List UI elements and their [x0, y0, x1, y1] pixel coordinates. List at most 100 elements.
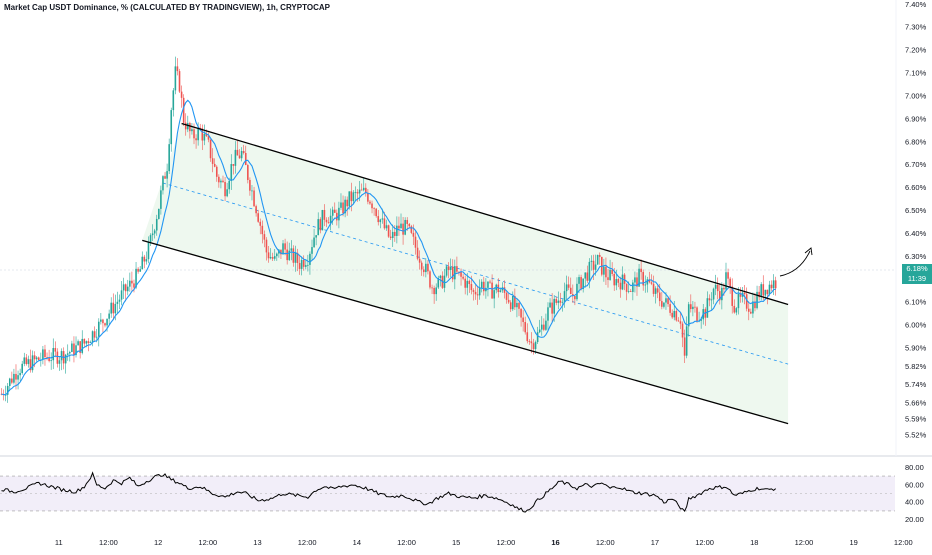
candle-body — [648, 279, 651, 283]
candle-body — [255, 206, 257, 214]
candle-body — [327, 222, 330, 224]
candle-body — [764, 289, 767, 296]
candle-body — [362, 187, 365, 191]
rsi-axis[interactable]: 80.00 60.00 40.00 20.00 — [905, 463, 924, 524]
price-tick-label: 5.74% — [905, 380, 927, 389]
time-axis[interactable]: 11 12:00 12 12:00 13 12:00 14 12:00 15 12:00 16 12:… — [55, 538, 913, 547]
candle-body — [135, 268, 137, 288]
time-tick-label: 12:00 — [397, 538, 416, 547]
candle-body — [46, 357, 48, 358]
candle-body — [180, 91, 183, 98]
candle-body — [234, 149, 237, 166]
candle-body — [207, 136, 210, 140]
candle-body — [714, 284, 717, 289]
candle-body — [58, 360, 61, 364]
candle-body — [23, 357, 26, 364]
candle-body — [522, 317, 524, 323]
time-tick-label: 11 — [55, 538, 63, 547]
price-tick-label: 6.10% — [905, 298, 927, 307]
candle-body — [615, 279, 618, 286]
candle-body — [456, 266, 458, 272]
price-tick-label: 5.82% — [905, 362, 927, 371]
candle-body — [731, 286, 734, 306]
candle-body — [694, 306, 696, 308]
candle-body — [489, 281, 491, 283]
candle-body — [271, 257, 274, 259]
candle-body — [164, 176, 166, 179]
candle-body — [222, 180, 224, 182]
candle-body — [627, 291, 630, 292]
candle-body — [516, 302, 518, 308]
candle-body — [110, 302, 113, 314]
candle-body — [464, 278, 466, 288]
candle-body — [201, 128, 204, 141]
candle-body — [251, 190, 253, 192]
candle-body — [528, 341, 531, 342]
candle-body — [609, 269, 611, 280]
price-tick-label: 6.70% — [905, 160, 927, 169]
candle-body — [472, 290, 475, 292]
candle-body — [747, 308, 750, 312]
candle-body — [317, 219, 320, 236]
candle-body — [104, 323, 106, 326]
candle-body — [153, 230, 156, 234]
candle-body — [249, 179, 251, 191]
candle-body — [85, 341, 88, 344]
candle-body — [634, 277, 636, 283]
candle-body — [774, 280, 777, 289]
candle-body — [772, 280, 775, 289]
candle-body — [572, 294, 574, 297]
candle-body — [184, 122, 187, 130]
price-tick-label: 5.59% — [905, 415, 927, 424]
candle-body — [120, 290, 123, 300]
candle-body — [549, 302, 551, 308]
last-price-value: 6.18% — [906, 264, 928, 273]
candle-body — [629, 291, 632, 292]
candle-body — [178, 71, 181, 92]
candle-body — [487, 281, 489, 288]
candle-body — [766, 289, 769, 295]
candle-body — [309, 253, 311, 265]
candle-body — [727, 272, 729, 279]
candle-body — [13, 373, 15, 383]
candle-body — [752, 301, 754, 314]
candle-body — [745, 294, 748, 309]
time-tick-label: 12:00 — [496, 538, 515, 547]
candle-body — [429, 271, 431, 288]
time-tick-label: 12:00 — [795, 538, 814, 547]
candle-body — [737, 293, 740, 309]
candle-body — [673, 310, 676, 318]
price-axis[interactable]: 7.40% 7.30% 7.20% 7.10% 7.00% 6.90% 6.80% 6.70%… — [905, 0, 927, 440]
candle-body — [511, 296, 514, 310]
candle-body — [462, 276, 464, 279]
candle-body — [762, 284, 765, 296]
candle-body — [333, 209, 336, 213]
candle-body — [632, 282, 634, 292]
candle-body — [199, 127, 202, 129]
candle-body — [596, 254, 599, 265]
candle-body — [509, 302, 512, 310]
candle-body — [11, 378, 13, 383]
candle-body — [162, 176, 164, 191]
candle-body — [530, 341, 533, 344]
candle-body — [712, 288, 715, 300]
candle-body — [365, 187, 367, 193]
candle-body — [54, 348, 57, 352]
candle-body — [391, 231, 394, 238]
candle-body — [29, 359, 32, 371]
candle-body — [369, 201, 371, 204]
candle-body — [211, 158, 214, 164]
candle-body — [174, 66, 177, 91]
time-tick-label: 17 — [651, 538, 659, 547]
candle-body — [236, 149, 239, 156]
candle-body — [414, 236, 417, 248]
candle-body — [396, 225, 398, 236]
price-tick-label: 7.20% — [905, 46, 927, 55]
candle-body — [607, 277, 609, 280]
candle-body — [563, 291, 566, 302]
candle-body — [507, 299, 510, 303]
candle-body — [118, 299, 121, 302]
candle-body — [284, 243, 286, 250]
